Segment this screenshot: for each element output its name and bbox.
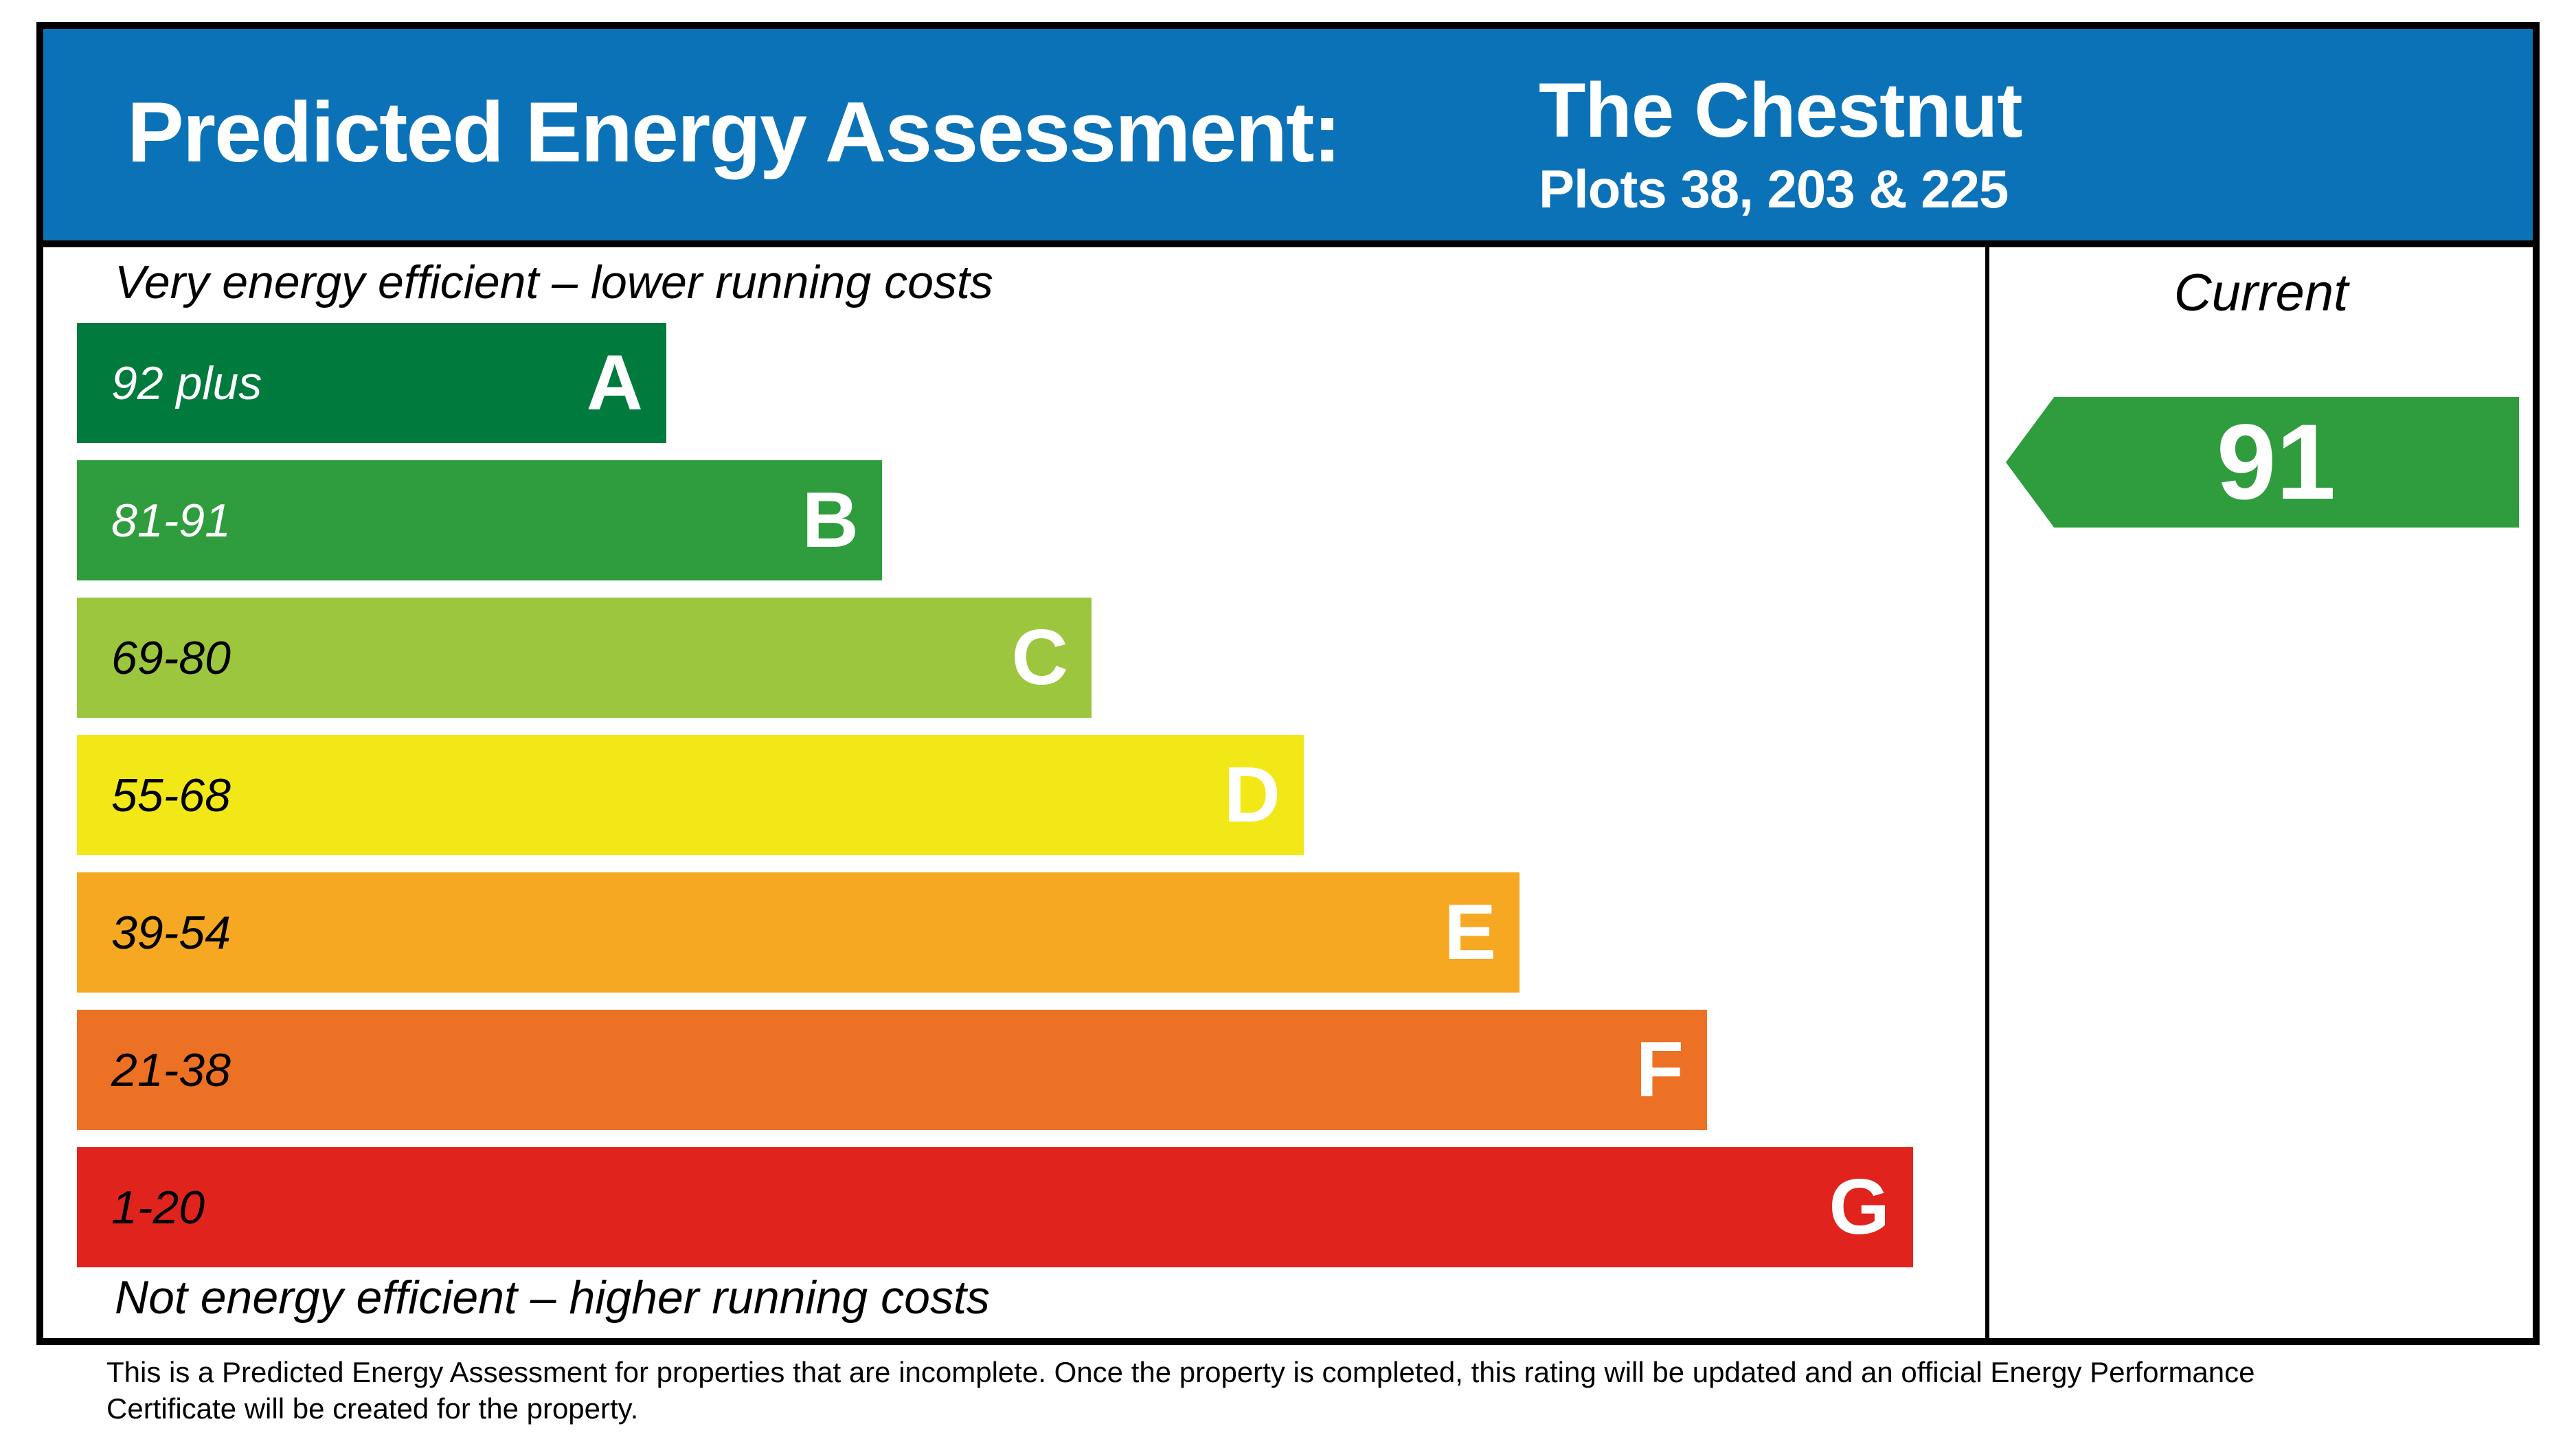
footer-line-2: Certificate will be created for the prop… [106,1392,639,1425]
band-row: 1-20 G [77,1147,1985,1285]
page-title: Predicted Energy Assessment: [127,85,1342,181]
band-row: 21-38 F [77,1010,1985,1147]
band-letter: E [1443,888,1496,976]
epc-chart-frame: Predicted Energy Assessment: The Chestnu… [36,22,2540,1345]
property-block: The Chestnut Plots 38, 203 & 225 [1539,67,2023,220]
band-bar: 21-38 F [77,1010,1707,1130]
current-column-header: Current [2173,264,2349,322]
band-row: 92 plus A [77,323,1985,460]
band-range-label: 69-80 [111,631,231,684]
property-name: The Chestnut [1539,67,2023,153]
footer-line-1: This is a Predicted Energy Assessment fo… [106,1356,2255,1388]
current-rating-arrow: 91 [2006,397,2519,528]
header-banner: Predicted Energy Assessment: The Chestnu… [43,29,2533,247]
band-row: 69-80 C [77,598,1985,735]
band-bar: 69-80 C [77,598,1092,718]
band-bar: 39-54 E [77,872,1519,993]
band-bar: 81-91 B [77,460,882,580]
panel-divider [1985,247,1989,1338]
current-rating-value: 91 [2216,403,2336,522]
bands-container: 92 plus A 81-91 B 69-80 C 55-68 D 39-54 … [77,323,1985,1285]
band-range-label: 21-38 [111,1043,231,1096]
band-row: 81-91 B [77,460,1985,598]
band-range-label: 92 plus [111,357,262,409]
property-plots: Plots 38, 203 & 225 [1539,158,2009,219]
band-letter: D [1223,751,1280,839]
band-range-label: 39-54 [111,906,231,959]
band-range-label: 81-91 [111,494,231,547]
band-letter: A [586,339,643,427]
band-letter: F [1636,1026,1684,1113]
top-caption: Very energy efficient – lower running co… [115,256,993,308]
band-bar: 1-20 G [77,1147,1913,1267]
band-letter: C [1011,613,1068,701]
band-bar: 92 plus A [77,323,666,443]
band-row: 39-54 E [77,872,1985,1010]
bottom-caption: Not energy efficient – higher running co… [115,1271,990,1324]
band-range-label: 1-20 [111,1181,205,1234]
footer-disclaimer: This is a Predicted Energy Assessment fo… [106,1355,2483,1427]
band-row: 55-68 D [77,735,1985,872]
band-range-label: 55-68 [111,769,231,822]
band-bar: 55-68 D [77,735,1304,855]
band-letter: B [802,476,859,564]
band-letter: G [1829,1163,1890,1251]
